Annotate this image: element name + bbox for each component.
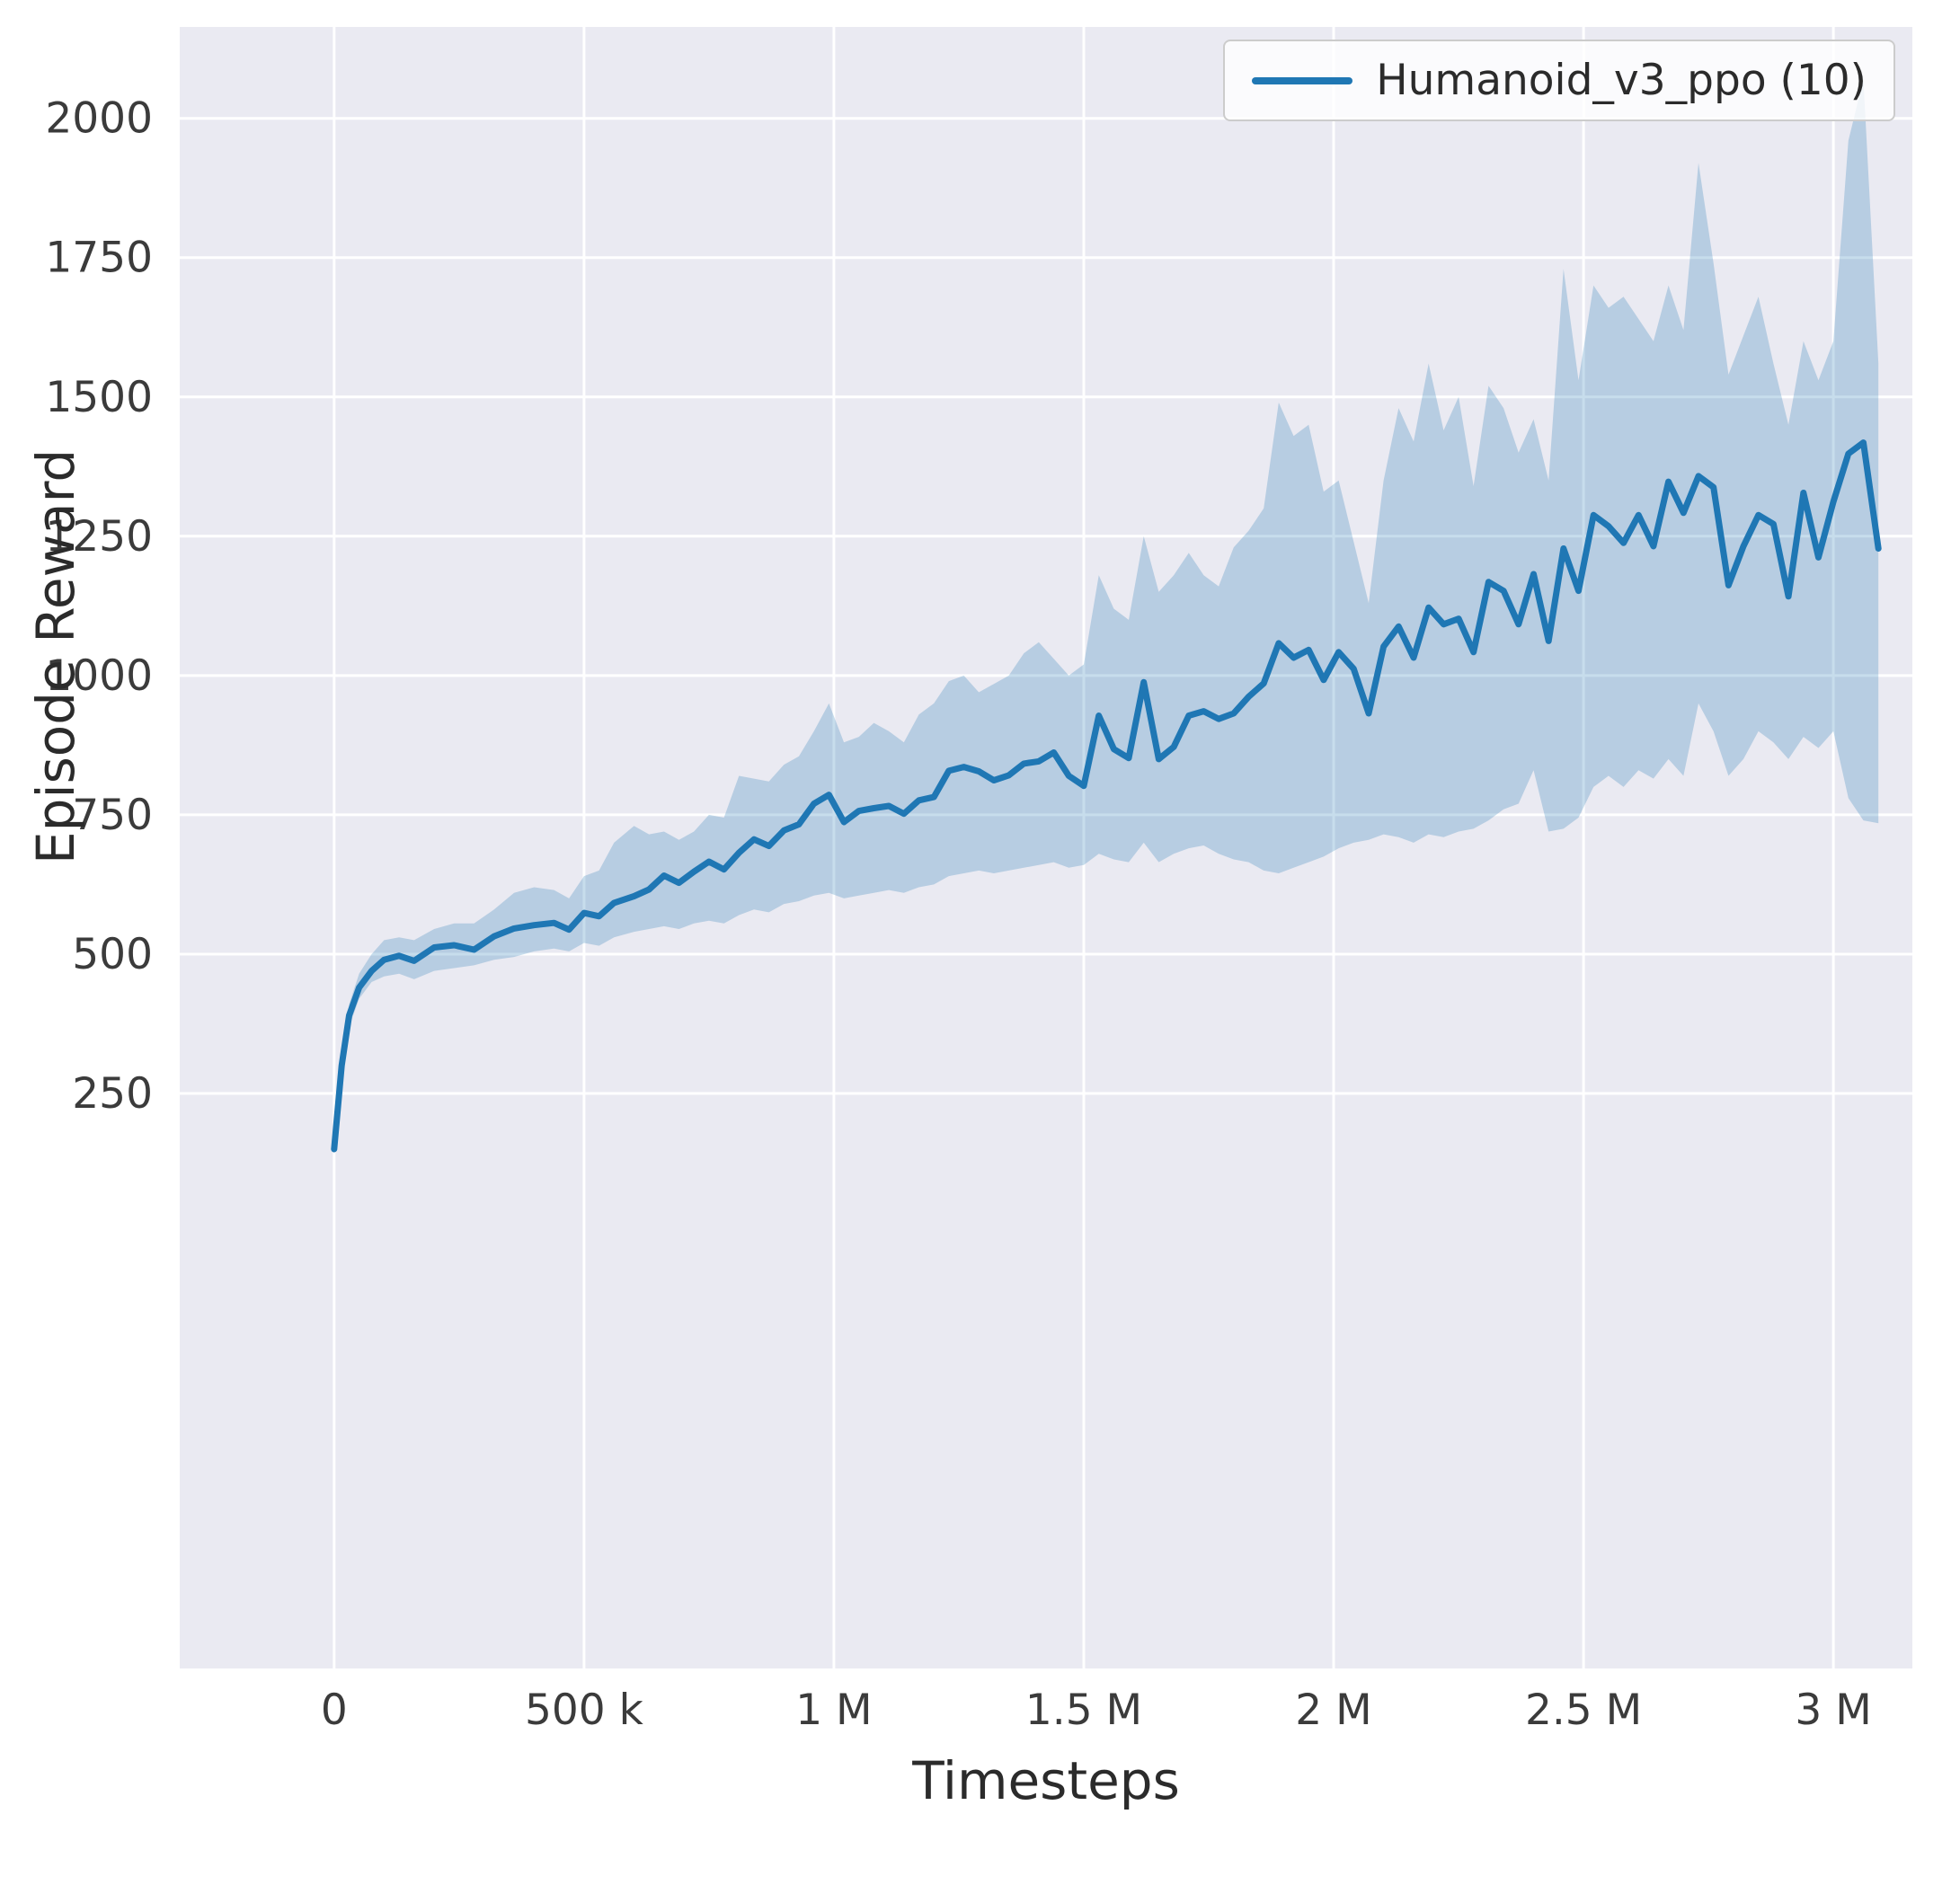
x-tick-label: 1.5 M	[1025, 1686, 1142, 1735]
legend-label: Humanoid_v3_ppo (10)	[1376, 56, 1867, 105]
y-tick-label: 250	[72, 1069, 153, 1119]
legend-line-sample-icon	[1252, 76, 1353, 84]
y-tick-label: 500	[72, 930, 153, 979]
x-tick-label: 3 M	[1795, 1686, 1871, 1735]
x-tick-label: 2.5 M	[1525, 1686, 1642, 1735]
plot-area	[180, 27, 1912, 1668]
mean-reward-line	[331, 439, 1882, 1153]
y-tick-label: 1750	[45, 234, 153, 283]
legend: Humanoid_v3_ppo (10)	[1223, 40, 1895, 121]
x-tick-label: 2 M	[1295, 1686, 1371, 1735]
x-tick-label: 0	[321, 1686, 348, 1735]
y-axis-label: Episode Reward	[25, 448, 86, 864]
x-tick-label: 1 M	[795, 1686, 872, 1735]
y-tick-label: 1500	[45, 373, 153, 422]
x-tick-label: 500 k	[525, 1686, 644, 1735]
x-axis-label: Timesteps	[912, 1750, 1180, 1811]
y-tick-label: 1000	[45, 651, 153, 701]
confidence-band	[333, 79, 1879, 1155]
y-tick-label: 1250	[45, 512, 153, 562]
y-tick-label: 750	[72, 791, 153, 840]
y-tick-label: 2000	[45, 94, 153, 144]
